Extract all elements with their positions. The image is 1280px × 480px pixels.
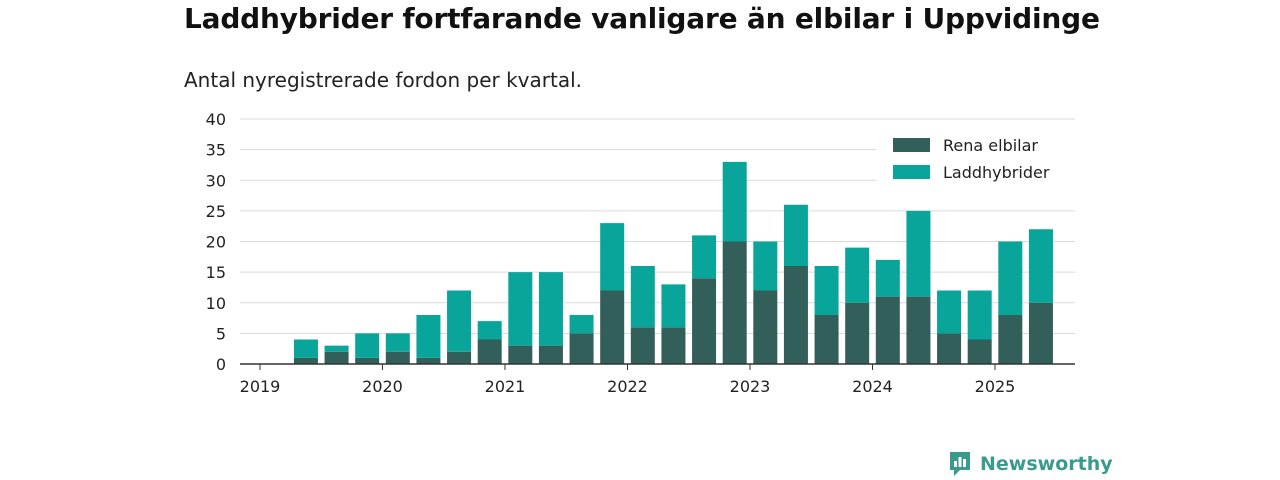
x-tick-label: 2019 [240,377,281,396]
newsworthy-logo-icon [950,452,970,476]
bar-rena-elbilar [692,278,717,364]
bar-laddhybrider [967,290,992,340]
bar-laddhybrider [937,290,962,334]
bar-rena-elbilar [324,351,349,364]
bar-rena-elbilar [569,333,594,364]
legend-swatch-rena-elbilar [893,138,930,152]
y-tick-label: 20 [206,233,226,252]
x-tick-label: 2021 [485,377,526,396]
bar-laddhybrider [385,333,410,352]
bar-rena-elbilar [753,290,778,364]
bar-rena-elbilar [722,241,747,364]
y-tick-label: 40 [206,110,226,129]
x-tick-label: 2022 [607,377,648,396]
bar-laddhybrider [998,241,1023,315]
y-tick-label: 0 [216,355,226,374]
brand-logo: Newsworthy [948,450,1113,478]
bar-laddhybrider [722,161,747,242]
bar-laddhybrider [753,241,778,291]
bar-rena-elbilar [906,296,931,364]
bar-laddhybrider [845,247,870,303]
bar-laddhybrider [692,235,717,279]
bar-rena-elbilar [967,339,992,364]
bar-rena-elbilar [875,296,900,364]
bar-laddhybrider [508,272,533,346]
y-tick-label: 15 [206,263,226,282]
bar-laddhybrider [600,223,625,291]
bar-laddhybrider [661,284,686,328]
bar-rena-elbilar [477,339,502,364]
x-tick-label: 2024 [852,377,893,396]
bar-laddhybrider [569,315,594,334]
legend: Rena elbilar Laddhybrider [876,122,1076,188]
bar-rena-elbilar [416,357,441,364]
bar-rena-elbilar [661,327,686,364]
bar-laddhybrider [355,333,380,358]
y-tick-label: 35 [206,141,226,160]
bar-laddhybrider [477,321,502,340]
brand-name: Newsworthy [980,453,1113,475]
y-tick-label: 25 [206,202,226,221]
bar-rena-elbilar [508,345,533,364]
bar-laddhybrider [630,266,655,328]
bar-rena-elbilar [937,333,962,364]
chart-subtitle: Antal nyregistrerade fordon per kvartal. [184,68,583,92]
bar-laddhybrider [416,315,441,358]
bar-laddhybrider [906,210,931,297]
bar-rena-elbilar [1028,302,1053,364]
bar-laddhybrider [538,272,563,346]
bar-rena-elbilar [293,357,318,364]
y-tick-label: 5 [216,324,226,343]
x-tick-label: 2023 [730,377,771,396]
bars [293,161,1053,364]
legend-label-laddhybrider: Laddhybrider [943,163,1050,182]
bar-laddhybrider [447,290,472,352]
bar-rena-elbilar [538,345,563,364]
bar-rena-elbilar [447,351,472,364]
x-tick-label: 2025 [975,377,1016,396]
bar-laddhybrider [324,345,349,352]
bar-laddhybrider [1028,229,1053,303]
legend-label-rena-elbilar: Rena elbilar [943,136,1038,155]
bar-rena-elbilar [385,351,410,364]
bar-laddhybrider [293,339,318,358]
bar-laddhybrider [783,204,808,266]
bar-rena-elbilar [355,357,380,364]
bar-rena-elbilar [783,266,808,364]
x-tick-label: 2020 [362,377,403,396]
y-tick-label: 30 [206,171,226,190]
bar-rena-elbilar [814,315,839,364]
bar-rena-elbilar [600,290,625,364]
bar-rena-elbilar [998,315,1023,364]
chart-title: Laddhybrider fortfarande vanligare än el… [184,2,1100,35]
legend-swatch-laddhybrider [893,165,930,179]
bar-rena-elbilar [630,327,655,364]
bar-rena-elbilar [845,302,870,364]
bar-laddhybrider [875,259,900,297]
bar-laddhybrider [814,266,839,315]
y-tick-label: 10 [206,294,226,313]
